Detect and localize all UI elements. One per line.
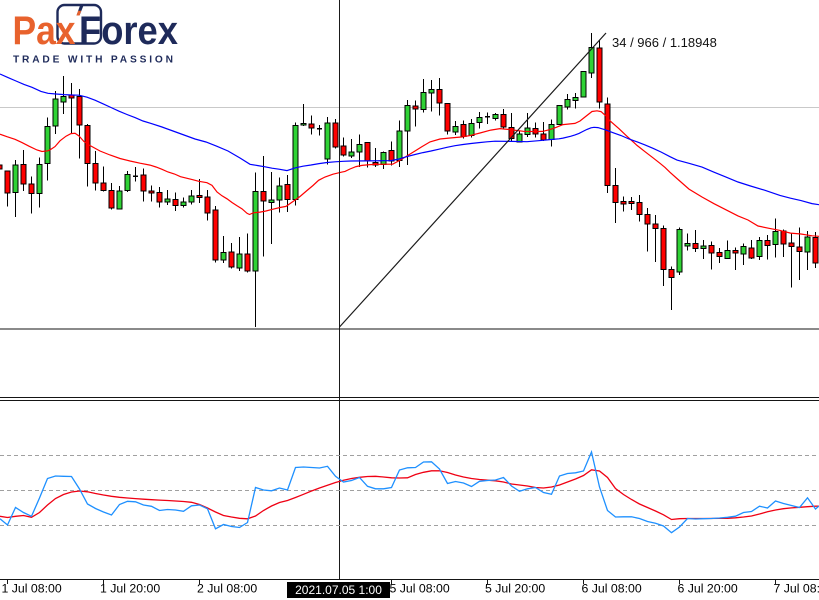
svg-text:34 / 966 / 1.18948: 34 / 966 / 1.18948 — [612, 35, 717, 50]
svg-text:1 Jul 20:00: 1 Jul 20:00 — [100, 582, 160, 596]
svg-text:Pax: Pax — [13, 9, 76, 53]
svg-text:7 Jul 08:0: 7 Jul 08:0 — [774, 582, 819, 596]
svg-text:2021.07.05 1:00: 2021.07.05 1:00 — [295, 583, 382, 597]
svg-text:6 Jul 20:00: 6 Jul 20:00 — [678, 582, 738, 596]
svg-text:5 Jul 20:00: 5 Jul 20:00 — [485, 582, 545, 596]
svg-text:2 Jul 08:00: 2 Jul 08:00 — [197, 582, 257, 596]
svg-text:6 Jul 08:00: 6 Jul 08:00 — [582, 582, 642, 596]
svg-text:5 Jul 08:00: 5 Jul 08:00 — [390, 582, 450, 596]
svg-text:TRADE WITH PASSION: TRADE WITH PASSION — [13, 55, 177, 66]
svg-text:1 Jul 08:00: 1 Jul 08:00 — [2, 582, 62, 596]
svg-text:Forex: Forex — [79, 9, 178, 53]
